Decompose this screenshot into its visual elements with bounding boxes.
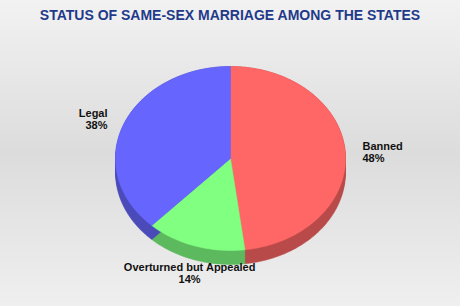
svg-text:Banned48%: Banned48% [362,140,402,164]
svg-text:Legal38%: Legal38% [79,107,108,131]
html-text:STATUS OF SAME-SEX MARRIAGE AM: STATUS OF SAME-SEX MARRIAGE AMONG THE ST… [39,7,421,23]
svg-text:Overturned but Appealed14%: Overturned but Appealed14% [124,261,256,285]
